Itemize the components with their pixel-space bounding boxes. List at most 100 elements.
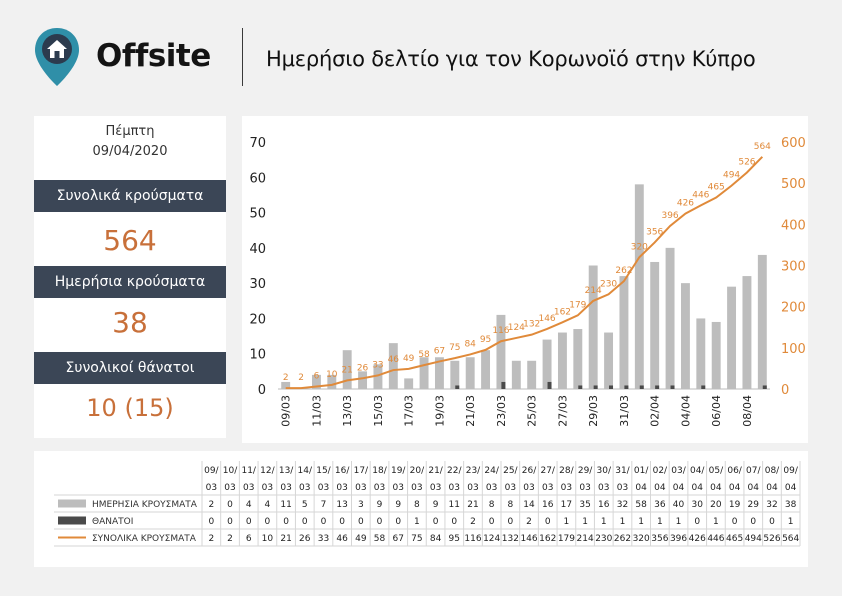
- table-header-month: 03: [392, 483, 403, 493]
- table-cell: 9: [433, 500, 439, 510]
- table-cell: 21: [280, 534, 291, 544]
- table-cell: 10: [262, 534, 274, 544]
- table-cell: 33: [318, 534, 329, 544]
- table-cell: 494: [745, 534, 762, 544]
- daily-cases-bar: [419, 357, 429, 389]
- total-cases-data-label: 526: [738, 157, 755, 167]
- table-header-day: 14/: [298, 466, 313, 476]
- table-cell: 0: [433, 517, 439, 527]
- y-left-tick-label: 70: [249, 136, 266, 151]
- deaths-bar: [655, 385, 660, 389]
- table-cell: 0: [732, 517, 738, 527]
- table-cell: 1: [713, 517, 719, 527]
- table-header-month: 03: [355, 483, 366, 493]
- table-header-month: 03: [374, 483, 385, 493]
- table-cell: 0: [302, 517, 308, 527]
- table-cell: 0: [395, 517, 401, 527]
- daily-cases-bar: [680, 283, 690, 389]
- daily-cases-bar: [496, 314, 506, 389]
- x-tick-label: 13/03: [341, 395, 354, 427]
- table-header-day: 18/: [372, 466, 387, 476]
- table-header-month: 03: [561, 483, 572, 493]
- table-cell: 124: [483, 534, 500, 544]
- total-cases-data-label: 162: [554, 307, 571, 317]
- total-deaths-label: Συνολικοί θάνατοι: [34, 352, 226, 384]
- report-date: 09/04/2020: [92, 144, 168, 159]
- table-header-day: 09/: [204, 466, 219, 476]
- table-cell: 36: [654, 500, 666, 510]
- daily-cases-bar: [527, 360, 537, 389]
- table-header-day: 04/: [690, 466, 705, 476]
- daily-cases-bar: [696, 318, 706, 389]
- y-right-tick-label: 0: [781, 383, 789, 398]
- table-cell: 230: [595, 534, 612, 544]
- table-header-day: 06/: [727, 466, 742, 476]
- table-cell: 49: [355, 534, 367, 544]
- table-cell: 320: [633, 534, 650, 544]
- legend-label: ΗΜΕΡΗΣΙΑ ΚΡΟΥΣΜΑΤΑ: [92, 500, 198, 510]
- table-cell: 132: [502, 534, 519, 544]
- daily-cases-value: 38: [112, 306, 148, 339]
- table-cell: 214: [577, 534, 594, 544]
- total-cases-data-label: 320: [631, 242, 648, 252]
- table-cell: 1: [620, 517, 626, 527]
- daily-cases-label: Ημερήσια κρούσματα: [34, 266, 226, 298]
- table-cell: 35: [579, 500, 590, 510]
- table-header-month: 03: [206, 483, 217, 493]
- table-cell: 4: [246, 500, 252, 510]
- table-header-day: 25/: [503, 466, 518, 476]
- table-cell: 32: [617, 500, 628, 510]
- total-deaths-value: 10 (15): [86, 394, 174, 422]
- table-header-day: 13/: [279, 466, 294, 476]
- table-cell: 6: [246, 534, 252, 544]
- x-tick-label: 25/03: [526, 395, 539, 427]
- table-cell: 465: [726, 534, 743, 544]
- total-cases-data-label: 2: [298, 373, 304, 383]
- total-cases-data-label: 396: [661, 211, 678, 221]
- table-cell: 95: [449, 534, 460, 544]
- total-cases-data-label: 33: [372, 360, 383, 370]
- table-header-day: 11/: [241, 466, 256, 476]
- table-header-month: 03: [262, 483, 273, 493]
- total-cases-data-label: 116: [492, 326, 509, 336]
- daily-cases-bar: [450, 360, 460, 389]
- table-cell: 8: [507, 500, 513, 510]
- table-header-month: 04: [673, 483, 685, 493]
- total-cases-data-label: 95: [480, 335, 491, 345]
- table-cell: 146: [520, 534, 537, 544]
- x-tick-label: 29/03: [587, 395, 600, 427]
- table-cell: 1: [582, 517, 588, 527]
- total-cases-data-label: 446: [692, 190, 709, 200]
- deaths-bar: [609, 385, 614, 389]
- daily-cases-bar: [542, 339, 552, 389]
- total-cases-data-label: 124: [508, 323, 525, 333]
- table-cell: 446: [707, 534, 724, 544]
- daily-cases-bar: [511, 360, 521, 389]
- deaths-bar: [578, 385, 583, 389]
- deaths-bar: [670, 385, 675, 389]
- table-cell: 20: [710, 500, 722, 510]
- table-header-day: 02/: [653, 466, 668, 476]
- total-cases-data-label: 75: [449, 343, 460, 353]
- daily-cases-bar: [557, 332, 567, 389]
- daily-cases-bar: [711, 321, 721, 389]
- table-header-day: 28/: [559, 466, 574, 476]
- table-cell: 2: [227, 534, 233, 544]
- y-right-tick-label: 200: [781, 301, 806, 316]
- total-cases-data-label: 494: [723, 171, 740, 181]
- total-cases-data-label: 465: [708, 183, 725, 193]
- table-cell: 9: [395, 500, 401, 510]
- table-header-month: 03: [542, 483, 553, 493]
- x-tick-label: 06/04: [710, 395, 723, 427]
- table-header-month: 04: [729, 483, 741, 493]
- table-cell: 58: [374, 534, 386, 544]
- total-cases-data-label: 10: [326, 370, 338, 380]
- table-cell: 4: [265, 500, 271, 510]
- table-cell: 16: [598, 500, 610, 510]
- table-header-month: 03: [467, 483, 478, 493]
- table-cell: 1: [638, 517, 644, 527]
- table-header-month: 03: [598, 483, 609, 493]
- table-header-day: 05/: [709, 466, 724, 476]
- total-cases-data-label: 426: [677, 199, 694, 209]
- total-cases-data-label: 49: [403, 354, 415, 364]
